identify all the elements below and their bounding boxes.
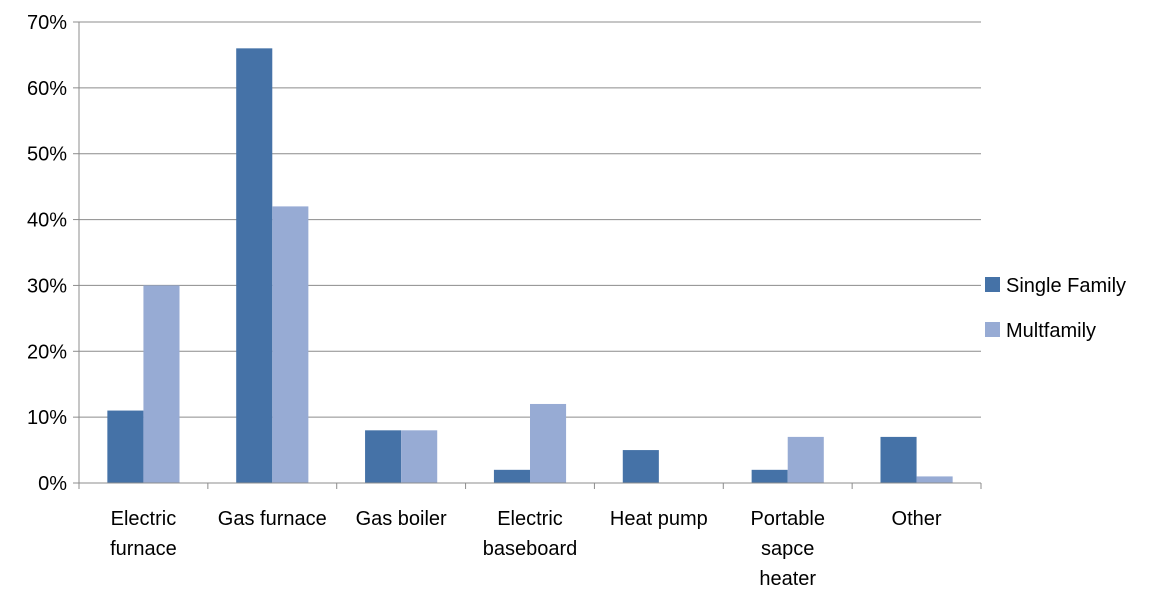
- bar-single-family: [751, 469, 788, 483]
- x-category-label: Portable sapce heater: [750, 508, 825, 590]
- legend-label: Single Family: [1006, 275, 1126, 297]
- legend: Single Family Multfamily: [985, 275, 1126, 342]
- x-category-label: Electric baseboard: [483, 508, 578, 560]
- bar-multfamily: [143, 285, 180, 483]
- legend-swatch: [985, 322, 1000, 337]
- x-category-label: Electric furnace: [110, 508, 177, 560]
- bar-single-family: [493, 469, 530, 483]
- bar-multfamily: [530, 403, 567, 483]
- bar-single-family: [236, 48, 273, 483]
- legend-label: Multfamily: [1006, 320, 1096, 342]
- bar-multfamily: [916, 476, 953, 483]
- x-category-label: Gas furnace: [218, 508, 327, 530]
- y-tick-label: 0%: [38, 473, 67, 495]
- bar-single-family: [622, 450, 659, 483]
- gridlines: [79, 21, 981, 418]
- bar-multfamily: [787, 436, 824, 483]
- bar-single-family: [365, 430, 402, 483]
- legend-swatch: [985, 277, 1000, 292]
- bar-multfamily: [272, 206, 309, 483]
- x-category-label: Gas boiler: [356, 508, 447, 530]
- y-axis: 0% 10% 20% 30% 40% 50% 60% 70%: [27, 12, 80, 495]
- bar-multfamily: [401, 430, 438, 483]
- y-tick-label: 10%: [27, 407, 67, 429]
- x-category-label: Other: [892, 508, 942, 530]
- x-category-label: Heat pump: [610, 508, 708, 530]
- y-tick-label: 40%: [27, 210, 67, 232]
- bar-single-family: [880, 436, 917, 483]
- y-tick-label: 70%: [27, 12, 67, 34]
- y-tick-label: 20%: [27, 341, 67, 363]
- y-tick-label: 60%: [27, 78, 67, 100]
- x-axis: Electric furnace Gas furnace Gas boiler Elec…: [78, 482, 982, 590]
- y-tick-label: 30%: [27, 275, 67, 297]
- bars: [107, 48, 953, 483]
- y-tick-label: 50%: [27, 144, 67, 166]
- bar-single-family: [107, 410, 144, 483]
